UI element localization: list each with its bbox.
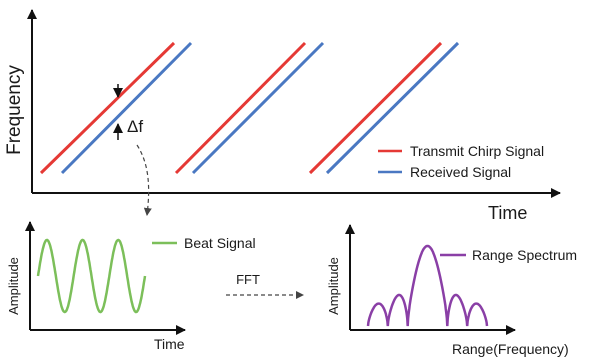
beat-plot: Amplitude Time Beat Signal (6, 221, 256, 352)
spectrum-legend-label: Range Spectrum (472, 247, 577, 263)
beat-y-label: Amplitude (6, 257, 21, 315)
beat-legend-label: Beat Signal (184, 235, 256, 251)
legend-transmit-label: Transmit Chirp Signal (410, 143, 544, 159)
received-chirp-3 (325, 41, 460, 175)
transmit-chirp-3 (308, 41, 443, 175)
fft-label: FFT (236, 272, 260, 287)
beat-x-label: Time (154, 336, 185, 352)
main-plot: Frequency Time Δf Transmit Chirp Signal … (4, 9, 561, 223)
beat-signal-wave (36, 238, 147, 314)
transmit-chirp-2 (174, 41, 307, 175)
transmit-chirps (39, 41, 443, 175)
spectrum-x-label: Range(Frequency) (452, 341, 569, 357)
received-chirp-2 (191, 41, 325, 175)
received-chirps (60, 41, 460, 175)
beat-connector-arrow (136, 144, 152, 216)
transmit-chirp-1 (39, 41, 176, 175)
range-spectrum-curve (366, 244, 489, 327)
spectrum-y-label: Amplitude (326, 257, 341, 315)
delta-f-label: Δf (127, 117, 143, 136)
received-chirp-1 (60, 41, 193, 175)
spectrum-plot: Amplitude Range(Frequency) Range Spectru… (326, 224, 577, 357)
main-x-label: Time (488, 203, 527, 223)
legend-received-label: Received Signal (410, 164, 511, 180)
main-y-label: Frequency (4, 65, 25, 155)
